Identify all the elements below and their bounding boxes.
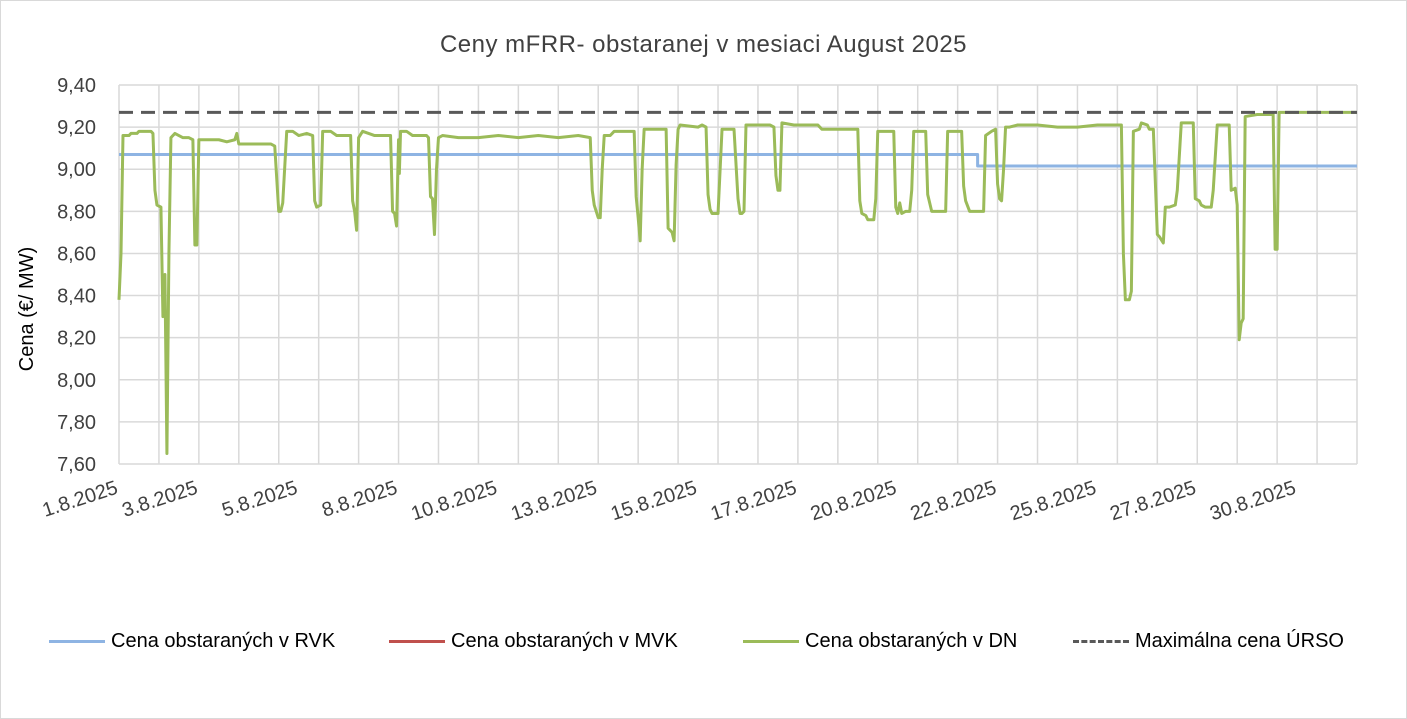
- x-tick-label: 20.8.2025: [808, 477, 899, 525]
- y-axis-label: Cena (€/ MW): [16, 247, 38, 371]
- x-tick-label: 8.8.2025: [319, 477, 400, 522]
- x-tick-labels: 1.8.2025 3.8.2025 5.8.2025 8.8.2025 10.8.202…: [40, 477, 1299, 525]
- x-tick-label: 30.8.2025: [1207, 477, 1298, 525]
- x-tick-label: 1.8.2025: [40, 477, 121, 522]
- series-lines: [117, 110, 1357, 455]
- y-tick-label: 7,60: [57, 454, 96, 476]
- legend-swatch: [389, 639, 445, 643]
- legend-item: Cena obstaraných v RVK: [49, 625, 335, 657]
- y-tick-label: 9,00: [57, 159, 96, 181]
- y-tick-label: 8,60: [57, 243, 96, 265]
- x-tick-label: 25.8.2025: [1008, 477, 1099, 525]
- y-tick-label: 7,80: [57, 412, 96, 434]
- legend-swatch: [49, 639, 105, 643]
- x-tick-label: 17.8.2025: [708, 477, 799, 525]
- x-tick-label: 22.8.2025: [908, 477, 999, 525]
- y-tick-label: 9,40: [57, 75, 96, 97]
- legend-item: Cena obstaraných v DN: [743, 625, 1017, 657]
- y-tick-label: 8,80: [57, 201, 96, 223]
- legend-item: Cena obstaraných v MVK: [389, 625, 678, 657]
- legend-label: Maximálna cena ÚRSO: [1135, 629, 1344, 652]
- y-tick-labels: 7,60 7,80 8,00 8,20 8,40 8,60 8,80 9,00 9,20 9,40: [57, 75, 96, 476]
- series-line-3: [117, 110, 1357, 455]
- x-tick-label: 3.8.2025: [120, 477, 201, 522]
- x-tick-label: 15.8.2025: [608, 477, 699, 525]
- horizontal-gridlines: [119, 84, 1357, 465]
- y-tick-label: 8,00: [57, 370, 96, 392]
- legend-label: Cena obstaraných v MVK: [451, 629, 678, 652]
- y-tick-label: 9,20: [57, 117, 96, 139]
- legend-label: Cena obstaraných v RVK: [111, 629, 336, 652]
- x-tick-label: 13.8.2025: [508, 477, 599, 525]
- x-tick-label: 5.8.2025: [219, 477, 300, 522]
- vertical-gridlines: [118, 85, 1358, 464]
- y-tick-label: 8,40: [57, 286, 96, 308]
- legend-label: Cena obstaraných v DN: [805, 629, 1018, 652]
- x-tick-label: 10.8.2025: [409, 477, 500, 525]
- x-tick-label: 27.8.2025: [1107, 477, 1198, 525]
- y-tick-label: 8,20: [57, 328, 96, 350]
- legend: Cena obstaraných v RVK Cena obstaraných v…: [1, 625, 1406, 657]
- legend-swatch: [743, 639, 799, 643]
- legend-item: Maximálna cena ÚRSO: [1073, 625, 1344, 657]
- chart-title: Ceny mFRR- obstaranej v mesiaci August 2…: [439, 31, 968, 58]
- legend-swatch: [1073, 639, 1129, 643]
- series-line-1: [119, 152, 1357, 168]
